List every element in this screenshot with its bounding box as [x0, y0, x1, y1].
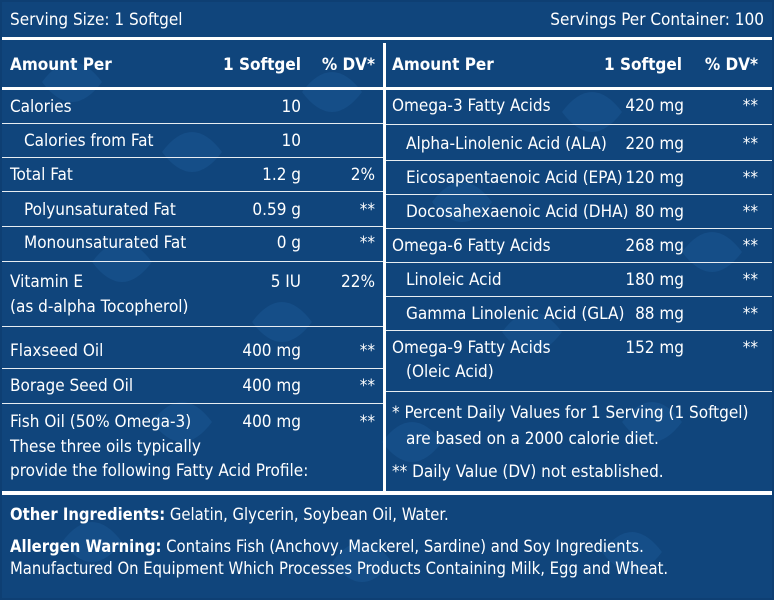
- fatty-acid-dv: **: [742, 168, 758, 188]
- nutrient-name: Calories from Fat: [24, 131, 154, 151]
- row-rule: [386, 124, 772, 125]
- nutrient-name: Borage Seed Oil: [10, 376, 134, 396]
- row-rule: [2, 157, 383, 158]
- nutrient-amount: 0 g: [276, 233, 301, 253]
- amount-per-label: Amount Per: [392, 55, 494, 75]
- per-unit-label: 1 Softgel: [222, 55, 301, 75]
- nutrient-dv: 2%: [350, 165, 375, 185]
- dv-not-established-note: ** Daily Value (DV) not established.: [392, 462, 664, 482]
- other-ingredients: Other Ingredients: Gelatin, Glycerin, So…: [10, 504, 668, 526]
- dv-footnote-line1: * Percent Daily Values for 1 Serving (1 …: [392, 403, 749, 423]
- column-divider: [383, 43, 386, 491]
- serving-size: Serving Size: 1 Softgel: [10, 9, 183, 30]
- row-rule: [386, 194, 772, 195]
- fatty-acid-amount: 120 mg: [625, 168, 684, 188]
- nutrient-name: Vitamin E: [10, 272, 84, 292]
- fatty-acid-amount: 88 mg: [635, 304, 684, 324]
- fatty-acid-name: Docosahexaenoic Acid (DHA): [406, 202, 629, 222]
- amount-per-label: Amount Per: [10, 55, 112, 75]
- fatty-acid-amount: 220 mg: [625, 134, 684, 154]
- fatty-acid-name-detail: (Oleic Acid): [406, 362, 494, 382]
- nutrient-amount: 400 mg: [242, 341, 301, 361]
- section-divider: [2, 491, 772, 495]
- fatty-acid-dv: **: [742, 96, 758, 116]
- per-unit-label: 1 Softgel: [603, 55, 682, 75]
- nutrient-dv: 22%: [341, 272, 375, 292]
- row-rule: [386, 296, 772, 297]
- row-rule: [386, 228, 772, 229]
- header-rule: [386, 87, 772, 90]
- fatty-acid-name: Gamma Linolenic Acid (GLA): [406, 304, 625, 324]
- row-rule: [2, 368, 383, 369]
- nutrient-amount: 5 IU: [270, 272, 301, 292]
- row-rule: [2, 261, 383, 262]
- nutrient-amount: 10: [281, 131, 301, 151]
- fatty-acid-dv: **: [742, 270, 758, 290]
- nutrient-dv: **: [359, 412, 375, 432]
- dv-footnote-line2: are based on a 2000 calorie diet.: [406, 429, 659, 449]
- allergen-warning: Allergen Warning: Contains Fish (Anchovy…: [10, 536, 668, 558]
- manufacturing-note: Manufactured On Equipment Which Processe…: [10, 559, 669, 578]
- row-rule: [386, 262, 772, 263]
- left-column-header: Amount Per 1 Softgel % DV*: [2, 43, 383, 90]
- row-rule: [386, 160, 772, 161]
- fatty-acid-name: Omega-9 Fatty Acids: [392, 338, 551, 358]
- row-rule: [2, 226, 383, 227]
- oils-note-line: These three oils typically: [10, 437, 201, 457]
- nutrient-dv: **: [359, 341, 375, 361]
- dv-label: % DV*: [704, 55, 758, 75]
- nutrient-name: Flaxseed Oil: [10, 341, 104, 361]
- fatty-acid-amount: 152 mg: [625, 338, 684, 358]
- row-rule: [2, 403, 383, 404]
- nutrient-name: Polyunsaturated Fat: [24, 200, 176, 220]
- allergen-warning-text: Contains Fish (Anchovy, Mackerel, Sardin…: [161, 537, 644, 556]
- ingredients-section: Other Ingredients: Gelatin, Glycerin, So…: [10, 504, 668, 580]
- fatty-acid-dv: **: [742, 304, 758, 324]
- nutrient-amount: 1.2 g: [262, 165, 301, 185]
- nutrient-amount: 10: [281, 97, 301, 117]
- nutrient-amount: 400 mg: [242, 376, 301, 396]
- nutrient-name: Calories: [10, 97, 72, 117]
- nutrient-dv: **: [359, 200, 375, 220]
- nutrient-name: Total Fat: [10, 165, 73, 185]
- row-rule: [386, 330, 772, 331]
- fatty-acid-name: Eicosapentaenoic Acid (EPA): [406, 168, 623, 188]
- fatty-acid-amount: 180 mg: [625, 270, 684, 290]
- nutrient-name: Fish Oil (50% Omega-3): [10, 412, 192, 432]
- fatty-acid-name: Alpha-Linolenic Acid (ALA): [406, 134, 607, 154]
- servings-per-container: Servings Per Container: 100: [550, 9, 764, 30]
- header-rule: [2, 87, 383, 90]
- fatty-acid-dv: **: [742, 236, 758, 256]
- row-rule: [2, 191, 383, 192]
- allergen-warning-label: Allergen Warning:: [10, 537, 162, 556]
- nutrient-amount: 0.59 g: [252, 200, 301, 220]
- row-rule: [2, 123, 383, 124]
- oils-note-line: provide the following Fatty Acid Profile…: [10, 461, 309, 481]
- other-ingredients-label: Other Ingredients:: [10, 505, 166, 524]
- fatty-acid-amount: 420 mg: [625, 96, 684, 116]
- fatty-acid-dv: **: [742, 134, 758, 154]
- fatty-acid-dv: **: [742, 202, 758, 222]
- right-column-header: Amount Per 1 Softgel % DV*: [386, 43, 772, 90]
- fatty-acid-amount: 80 mg: [635, 202, 684, 222]
- serving-header: Serving Size: 1 Softgel Servings Per Con…: [2, 2, 772, 40]
- row-rule: [386, 391, 772, 392]
- fatty-acid-name: Omega-6 Fatty Acids: [392, 236, 551, 256]
- nutrient-name-detail: (as d-alpha Tocopherol): [10, 297, 189, 317]
- fatty-acid-dv: **: [742, 338, 758, 358]
- dv-label: % DV*: [321, 55, 375, 75]
- other-ingredients-text: Gelatin, Glycerin, Soybean Oil, Water.: [165, 505, 449, 524]
- nutrient-dv: **: [359, 376, 375, 396]
- fatty-acid-name: Linoleic Acid: [406, 270, 502, 290]
- nutrient-name: Monounsaturated Fat: [24, 233, 187, 253]
- row-rule: [2, 326, 383, 327]
- left-column: Amount Per 1 Softgel % DV* Calories 10 C…: [2, 43, 383, 491]
- right-column: Amount Per 1 Softgel % DV* Omega-3 Fatty…: [386, 43, 772, 491]
- nutrient-amount: 400 mg: [242, 412, 301, 432]
- fatty-acid-name: Omega-3 Fatty Acids: [392, 96, 551, 116]
- fatty-acid-amount: 268 mg: [625, 236, 684, 256]
- nutrient-dv: **: [359, 233, 375, 253]
